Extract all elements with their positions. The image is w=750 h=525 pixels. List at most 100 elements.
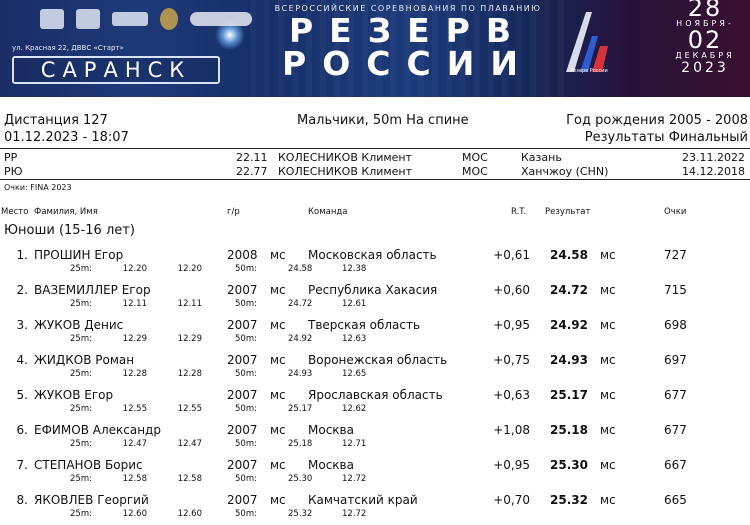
reaction-time: +0,63 <box>493 388 530 402</box>
result-row: 7. СТЕПАНОВ Борис 2007 мс Москва +0,95 2… <box>0 458 750 494</box>
points: 665 <box>664 493 687 507</box>
reaction-time: +0,61 <box>493 248 530 262</box>
reaction-time: +0,95 <box>493 318 530 332</box>
col-place: Место <box>1 207 29 217</box>
sport-rank: мс <box>270 353 286 367</box>
federation-logo <box>40 9 64 29</box>
split-time: 12.11 <box>122 299 147 309</box>
split-label-50: 50m: <box>235 299 257 309</box>
team: Москва <box>308 458 354 472</box>
split-lap: 12.28 <box>177 369 202 379</box>
sport-rank: мс <box>270 283 286 297</box>
points: 677 <box>664 388 687 402</box>
qualification: мс <box>600 388 616 402</box>
divider <box>0 179 750 180</box>
split-time-50: 24.58 <box>288 264 313 274</box>
emblem-label: Резерв России <box>570 68 608 74</box>
split-time-50: 24.72 <box>288 299 313 309</box>
swimmer-name: ЕФИМОВ Александр <box>34 423 161 437</box>
split-label: 25m: <box>70 474 92 484</box>
team: Ярославская область <box>308 388 443 402</box>
team: Москва <box>308 423 354 437</box>
split-lap-50: 12.72 <box>342 509 367 519</box>
ministry-logo <box>76 9 100 29</box>
record-code: РР <box>4 151 18 164</box>
place: 5. <box>16 388 28 402</box>
team: Тверская область <box>308 318 421 332</box>
record-time: 22.77 <box>236 165 268 178</box>
birth-year: 2007 <box>227 283 258 297</box>
split-time-50: 24.92 <box>288 334 313 344</box>
place: 7. <box>16 458 28 472</box>
sport-rank: мс <box>270 318 286 332</box>
team: Воронежская область <box>308 353 448 367</box>
result-time: 24.93 <box>550 353 588 367</box>
reaction-time: +0,60 <box>493 283 530 297</box>
col-rt: R.T. <box>511 207 527 217</box>
event-datetime: 01.12.2023 - 18:07 <box>4 130 129 145</box>
birth-year: 2007 <box>227 493 258 507</box>
place: 6. <box>16 423 28 437</box>
swimmer-name: СТЕПАНОВ Борис <box>34 458 143 472</box>
result-time: 24.92 <box>550 318 588 332</box>
split-label: 25m: <box>70 439 92 449</box>
birth-year: 2008 <box>227 248 258 262</box>
competition-subtitle: ВСЕРОССИЙСКИЕ СОРЕВНОВАНИЯ ПО ПЛАВАНИЮ <box>274 4 542 13</box>
split-label-50: 50m: <box>235 264 257 274</box>
sport-rank: мс <box>270 388 286 402</box>
points: 698 <box>664 318 687 332</box>
record-date: 14.12.2018 <box>682 165 745 178</box>
sport-rank: мс <box>270 493 286 507</box>
result-row: 1. ПРОШИН Егор 2008 мс Московская област… <box>0 248 750 284</box>
event-title: Мальчики, 50m На спине <box>297 113 469 128</box>
split-time-50: 25.18 <box>288 439 313 449</box>
qualification: мс <box>600 423 616 437</box>
record-team: МОС <box>462 151 488 164</box>
split-lap-50: 12.63 <box>342 334 367 344</box>
city-name: САРАНСК <box>12 56 220 84</box>
col-team: Команда <box>308 207 348 217</box>
split-label: 25m: <box>70 264 92 274</box>
split-time-50: 25.32 <box>288 509 313 519</box>
split-time: 12.29 <box>122 334 147 344</box>
team: Камчатский край <box>308 493 418 507</box>
qualification: мс <box>600 318 616 332</box>
reaction-time: +0,75 <box>493 353 530 367</box>
qualification: мс <box>600 493 616 507</box>
start-month: НОЯБРЯ- <box>676 19 734 28</box>
result-time: 25.17 <box>550 388 588 402</box>
record-time: 22.11 <box>236 151 268 164</box>
distance-number: Дистанция 127 <box>4 113 108 128</box>
birth-year: 2007 <box>227 458 258 472</box>
divider <box>0 148 750 149</box>
split-lap: 12.60 <box>177 509 202 519</box>
points-note: Очки: FINA 2023 <box>4 183 72 192</box>
swimmer-name: ВАЗЕМИЛЛЕР Егор <box>34 283 151 297</box>
split-label-50: 50m: <box>235 474 257 484</box>
split-label: 25m: <box>70 404 92 414</box>
result-time: 24.72 <box>550 283 588 297</box>
points: 667 <box>664 458 687 472</box>
place: 8. <box>16 493 28 507</box>
qualification: мс <box>600 283 616 297</box>
split-label-50: 50m: <box>235 369 257 379</box>
result-time: 24.58 <box>550 248 588 262</box>
record-team: МОС <box>462 165 488 178</box>
vfp-logo <box>112 12 148 26</box>
split-lap: 12.58 <box>177 474 202 484</box>
split-label-50: 50m: <box>235 439 257 449</box>
sponsor-car-logo <box>190 12 252 26</box>
split-label-50: 50m: <box>235 404 257 414</box>
birth-year: 2007 <box>227 388 258 402</box>
results-type: Результаты Финальный <box>584 130 748 145</box>
birth-years: Год рождения 2005 - 2008 <box>566 113 748 128</box>
split-time: 12.20 <box>122 264 147 274</box>
swimmer-name: ПРОШИН Егор <box>34 248 124 262</box>
reaction-time: +1,08 <box>493 423 530 437</box>
split-lap-50: 12.65 <box>342 369 367 379</box>
result-time: 25.18 <box>550 423 588 437</box>
birth-year: 2007 <box>227 423 258 437</box>
points: 715 <box>664 283 687 297</box>
result-row: 8. ЯКОВЛЕВ Георгий 2007 мс Камчатский кр… <box>0 493 750 525</box>
result-row: 6. ЕФИМОВ Александр 2007 мс Москва +1,08… <box>0 423 750 459</box>
